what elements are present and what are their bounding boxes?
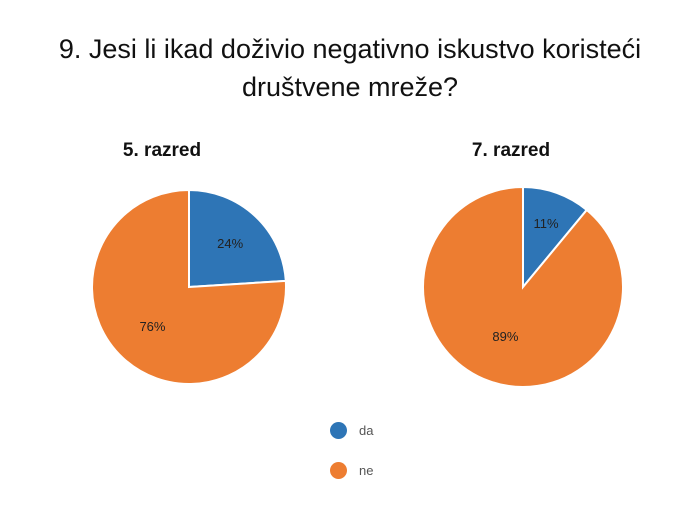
pie-data-label-ne: 89% [492,329,518,344]
pie-slice-ne[interactable] [91,188,287,385]
page-title-line-1: 9. Jesi li ikad doživio negativno iskust… [58,34,642,64]
pie-data-label-da: 24% [217,236,243,251]
legend-item-da[interactable]: da [330,410,450,450]
legend-swatch-da [330,421,347,439]
legend-label-da: da [359,422,374,438]
pie-data-label-ne: 76% [139,319,165,334]
page-title-line-2: društvene mreže? [241,72,459,102]
pie-slice-ne[interactable] [422,185,624,388]
page-title: 9. Jesi li ikad doživio negativno iskust… [20,30,680,106]
legend-item-ne[interactable]: ne [330,450,450,490]
chart-title-5-razred: 5. razred [122,140,202,161]
chart-title-7-razred: 7. razred [471,140,551,161]
pie-slice-da[interactable] [188,188,287,289]
pie-slice-da[interactable] [522,185,589,290]
legend: da ne [330,410,450,490]
legend-swatch-ne [330,461,347,479]
legend-label-ne: ne [359,462,374,478]
pie-data-label-da: 11% [534,216,559,231]
